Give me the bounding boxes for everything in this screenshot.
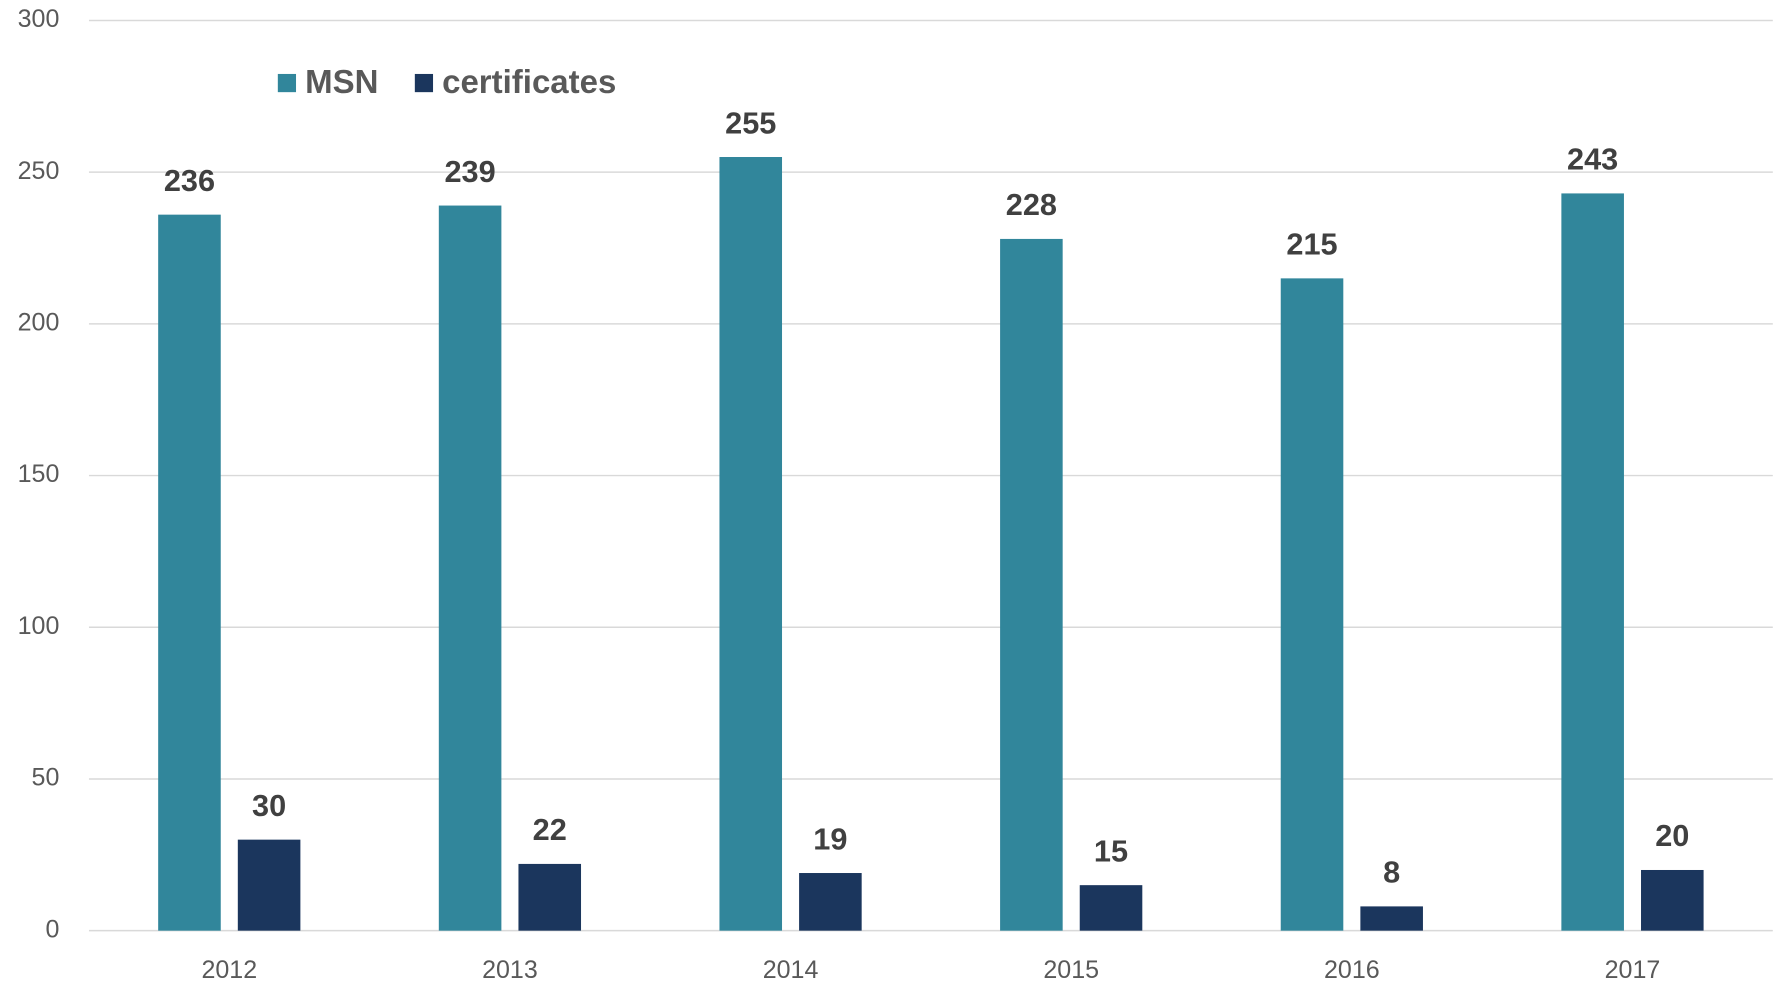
bar — [1000, 238, 1063, 931]
data-label: 239 — [444, 154, 495, 189]
bar — [1561, 193, 1624, 931]
y-tick-label: 0 — [45, 915, 59, 943]
x-tick-label: 2017 — [1605, 956, 1661, 983]
x-tick-label: 2013 — [482, 956, 538, 983]
bar — [1641, 869, 1704, 931]
y-tick-label: 300 — [18, 5, 60, 33]
legend-swatch — [414, 73, 434, 93]
bar — [719, 157, 783, 931]
y-tick-label: 200 — [18, 308, 60, 336]
data-label: 243 — [1567, 142, 1618, 177]
data-label: 255 — [725, 105, 776, 140]
bar — [799, 873, 862, 931]
bar — [1360, 906, 1423, 931]
data-label: 236 — [164, 163, 215, 198]
bar — [237, 839, 301, 931]
data-label: 30 — [252, 788, 286, 823]
bar — [1280, 278, 1344, 931]
x-tick-label: 2014 — [763, 956, 819, 983]
data-label: 228 — [1006, 187, 1057, 222]
legend-swatch — [277, 73, 297, 93]
bar — [438, 205, 502, 931]
y-tick-label: 150 — [18, 460, 60, 488]
data-label: 19 — [813, 821, 847, 856]
data-label: 8 — [1383, 855, 1400, 890]
y-tick-label: 100 — [18, 612, 60, 640]
y-tick-label: 250 — [18, 157, 60, 185]
data-label: 20 — [1655, 818, 1689, 853]
data-label: 22 — [533, 812, 567, 847]
data-label: 215 — [1286, 227, 1337, 262]
bar — [158, 214, 221, 931]
data-label: 15 — [1094, 833, 1128, 868]
x-tick-label: 2012 — [201, 956, 257, 983]
x-tick-label: 2015 — [1043, 956, 1099, 983]
y-tick-label: 50 — [32, 764, 60, 792]
legend-label: MSN — [305, 63, 378, 100]
legend-label: certificates — [442, 63, 616, 100]
x-tick-label: 2016 — [1324, 956, 1380, 983]
bar — [518, 863, 582, 931]
bar — [1079, 885, 1143, 931]
